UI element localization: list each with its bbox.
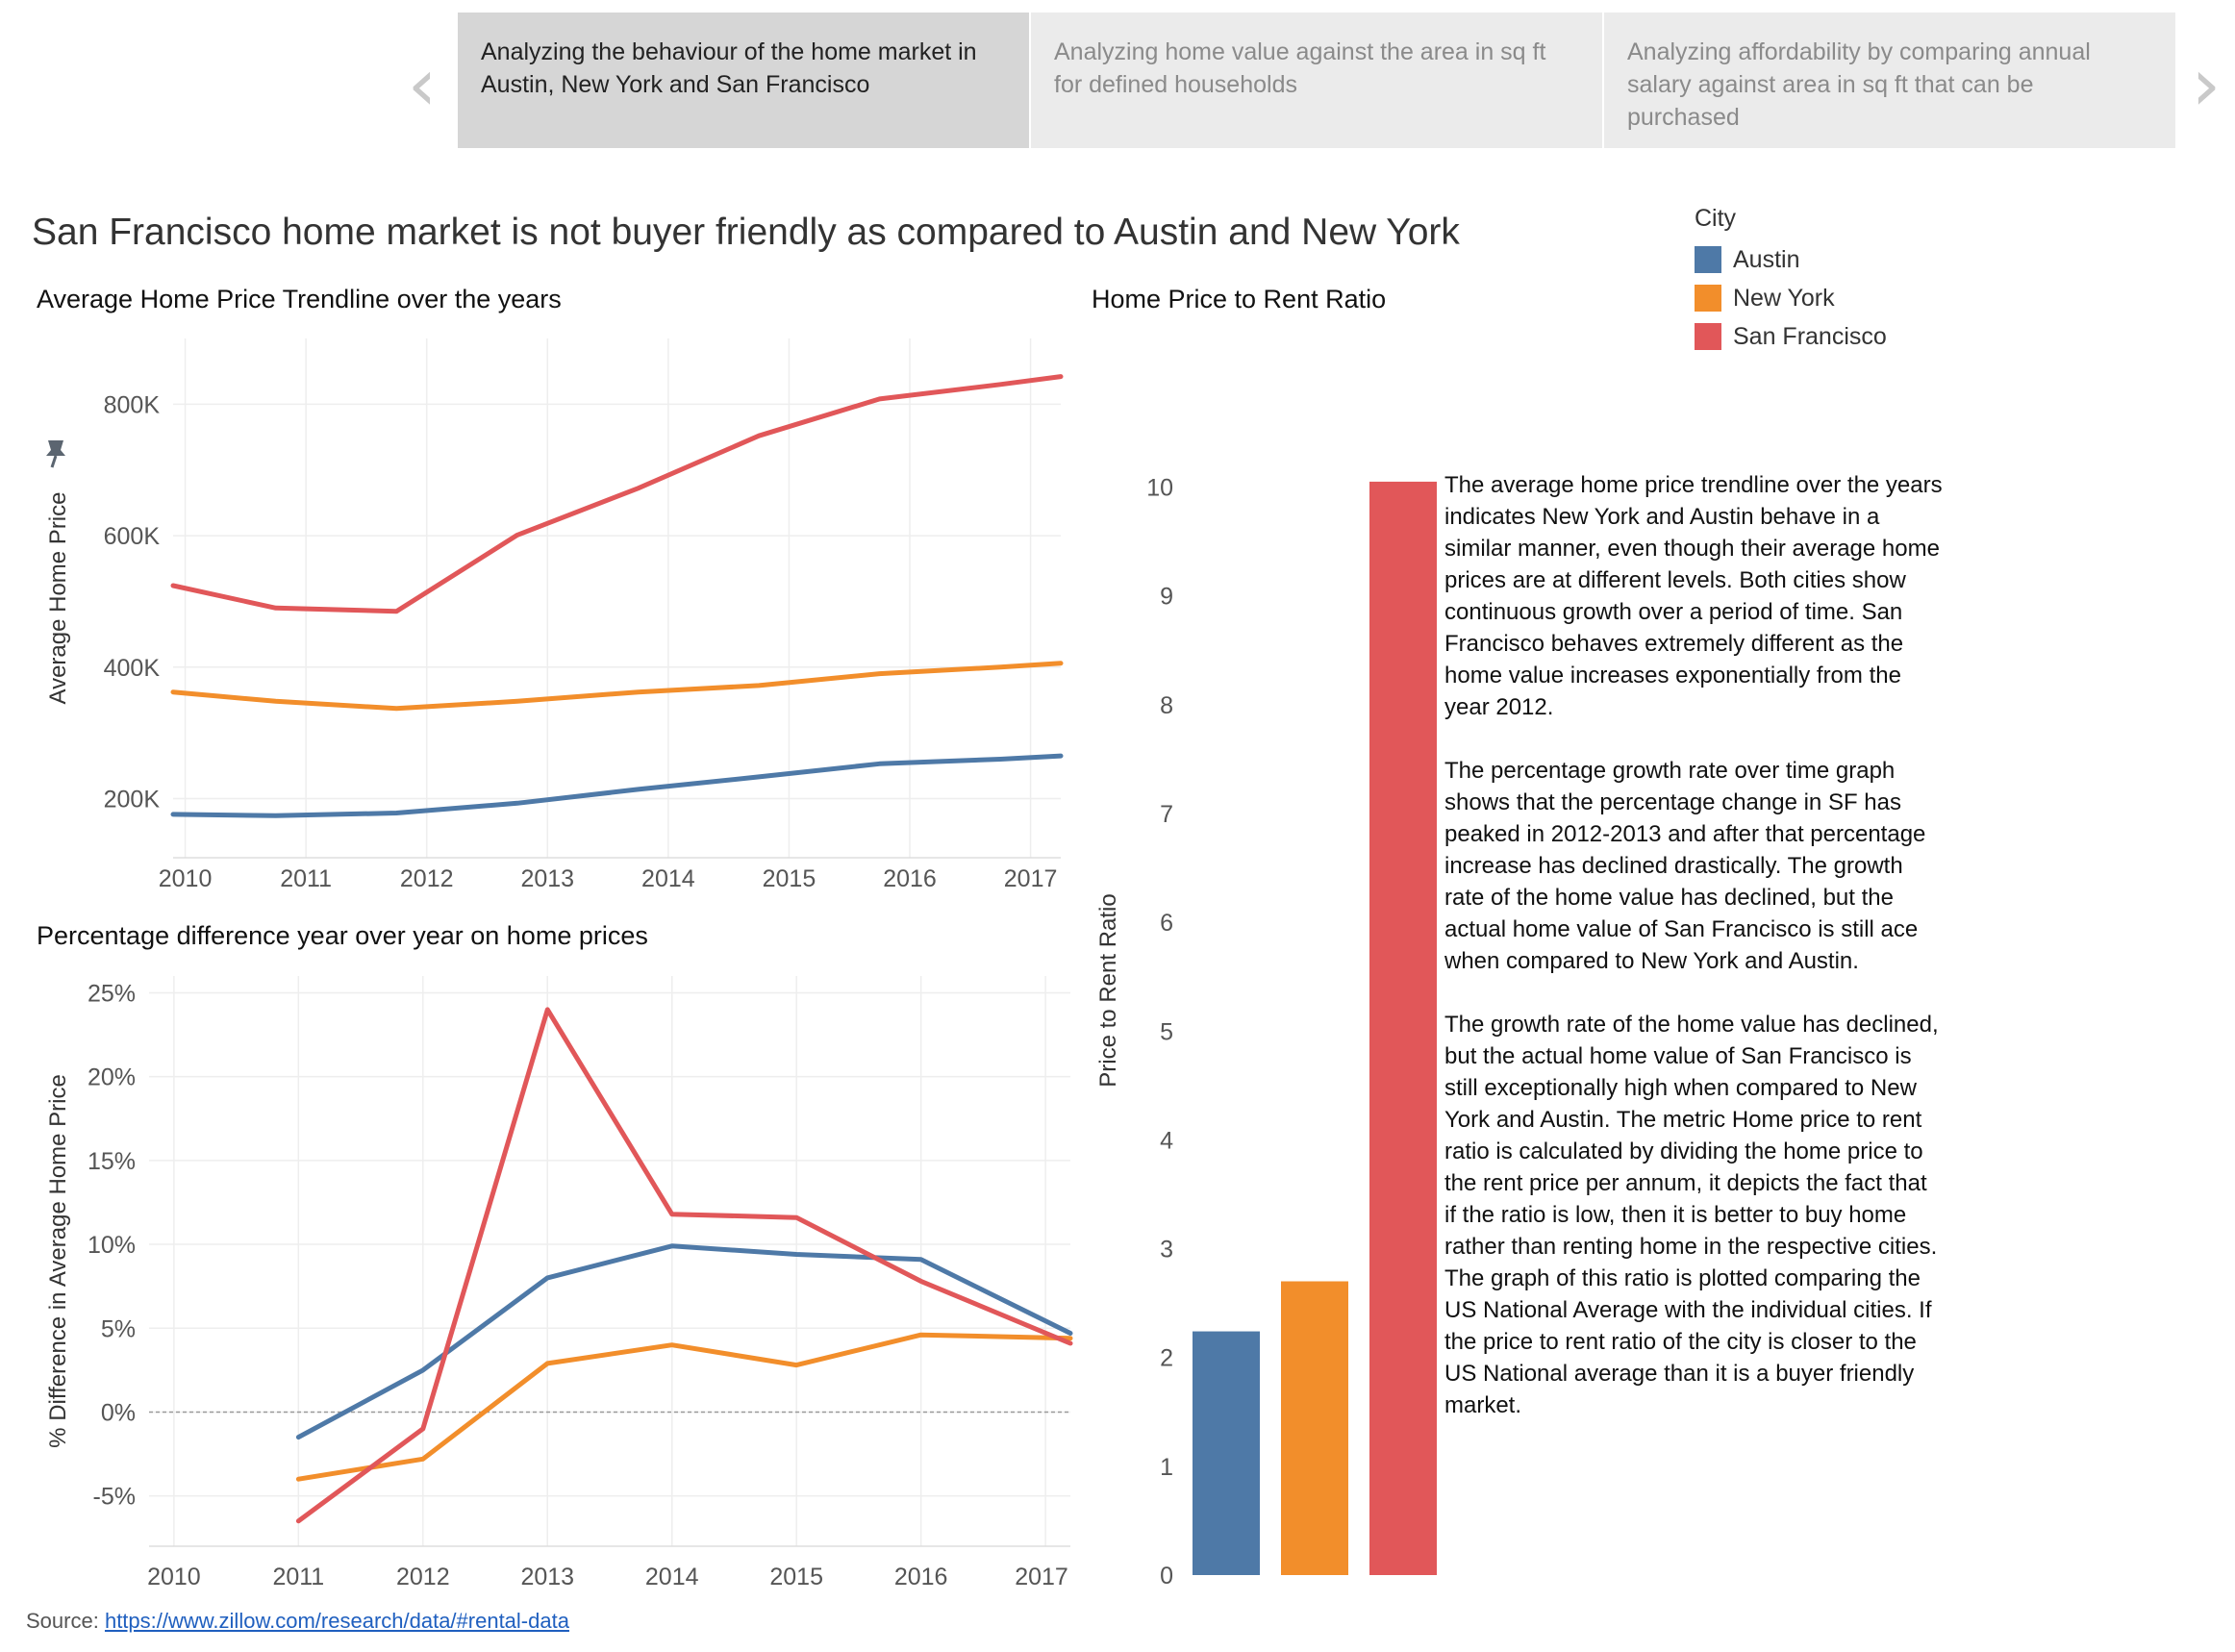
bar-san-francisco: [1369, 481, 1437, 1575]
y-tick-label: 15%: [88, 1148, 136, 1175]
y-tick-label: 400K: [104, 655, 161, 682]
y-tick-label: 3: [1160, 1237, 1173, 1264]
x-tick-label: 2012: [396, 1564, 450, 1590]
y-axis-title: % Difference in Average Home Price: [45, 1074, 71, 1448]
legend-label: San Francisco: [1733, 322, 1887, 350]
source-note: Source: https://www.zillow.com/research/…: [26, 1609, 569, 1634]
x-tick-label: 2015: [769, 1564, 823, 1590]
chart-average-home-price[interactable]: 200K 400K 600K 800K 2010 2011 2012 2013 2014 2015…: [0, 317, 1067, 914]
legend-label: Austin: [1733, 245, 1800, 273]
story-point-label: Analyzing affordability by comparing ann…: [1627, 38, 2091, 131]
story-point-1[interactable]: Analyzing the behaviour of the home mark…: [458, 13, 1029, 148]
y-tick-label: 9: [1160, 584, 1173, 611]
y-axis-title: Average Home Price: [45, 492, 71, 705]
x-tick-label: 2017: [1004, 865, 1058, 892]
series-line-new-york: [295, 1332, 1073, 1482]
y-tick-label: 800K: [104, 391, 161, 418]
legend-swatch: [1695, 323, 1721, 350]
x-tick-label: 2010: [159, 865, 213, 892]
chevron-left-icon: ‹: [407, 41, 438, 127]
series-line-austin: [170, 753, 1064, 818]
y-tick-label: 200K: [104, 786, 161, 813]
y-tick-label: 2: [1160, 1345, 1173, 1372]
source-link[interactable]: https://www.zillow.com/research/data/#re…: [104, 1609, 569, 1633]
story-point-label: Analyzing the behaviour of the home mark…: [481, 38, 977, 98]
series-line-san-francisco: [295, 1007, 1073, 1524]
y-tick-label: 10: [1146, 475, 1173, 502]
x-tick-label: 2014: [641, 865, 695, 892]
legend-item-san-francisco[interactable]: San Francisco: [1695, 317, 1887, 356]
bar-new-york: [1281, 1281, 1348, 1575]
series-line-new-york: [170, 661, 1064, 712]
pin-icon: [46, 440, 65, 468]
next-story-button[interactable]: ›: [2177, 48, 2235, 125]
story-point-label: Analyzing home value against the area in…: [1054, 38, 1546, 98]
x-tick-label: 2012: [400, 865, 454, 892]
y-tick-label: 5: [1160, 1018, 1173, 1045]
source-label: Source:: [26, 1609, 99, 1633]
story-point-3[interactable]: Analyzing affordability by comparing ann…: [1604, 13, 2175, 148]
y-tick-label: 6: [1160, 910, 1173, 937]
story-text: The average home price trendline over th…: [1444, 469, 1945, 1453]
bar-austin: [1193, 1331, 1260, 1575]
x-tick-label: 2015: [763, 865, 816, 892]
legend: City Austin New York San Francisco: [1695, 205, 1887, 356]
y-tick-label: 0%: [101, 1399, 136, 1426]
prev-story-button[interactable]: ‹: [393, 48, 451, 125]
legend-swatch: [1695, 285, 1721, 312]
y-tick-label: 0: [1160, 1563, 1173, 1589]
series-line-austin: [295, 1243, 1073, 1440]
y-axis-title: Price to Rent Ratio: [1095, 893, 1121, 1087]
x-tick-label: 2013: [520, 1564, 574, 1590]
x-tick-label: 2011: [280, 865, 332, 892]
x-tick-label: 2017: [1015, 1564, 1068, 1590]
chart-price-to-rent-ratio[interactable]: 0 1 2 3 4 5 6 7 8 9 10 Price to Rent Ratio: [1077, 317, 1443, 1596]
legend-item-austin[interactable]: Austin: [1695, 240, 1887, 279]
chart-title-pct-diff: Percentage difference year over year on …: [37, 921, 648, 950]
pin-icon-head: [46, 440, 65, 456]
legend-label: New York: [1733, 284, 1835, 312]
y-tick-label: 20%: [88, 1064, 136, 1091]
y-tick-label: 7: [1160, 801, 1173, 828]
x-tick-label: 2014: [645, 1564, 699, 1590]
story-paragraph: The growth rate of the home value has de…: [1444, 1012, 1939, 1418]
story-point-2[interactable]: Analyzing home value against the area in…: [1031, 13, 1602, 148]
y-tick-label: 8: [1160, 692, 1173, 719]
story-paragraph: The average home price trendline over th…: [1444, 472, 1943, 720]
legend-title: City: [1695, 205, 1737, 232]
y-tick-label: 10%: [88, 1232, 136, 1259]
y-tick-label: 4: [1160, 1127, 1173, 1154]
pin-icon-needle: [50, 455, 58, 468]
y-tick-label: 1: [1160, 1454, 1173, 1481]
chart-title-trendline: Average Home Price Trendline over the ye…: [37, 285, 562, 313]
legend-swatch: [1695, 246, 1721, 273]
x-tick-label: 2013: [520, 865, 574, 892]
legend-item-new-york[interactable]: New York: [1695, 279, 1887, 317]
y-tick-label: 5%: [101, 1315, 136, 1342]
chart-title-ratio: Home Price to Rent Ratio: [1092, 285, 1387, 313]
x-tick-label: 2010: [147, 1564, 201, 1590]
series-line-san-francisco: [170, 374, 1064, 614]
y-tick-label: -5%: [93, 1484, 136, 1511]
x-tick-label: 2016: [894, 1564, 948, 1590]
chart-percentage-difference[interactable]: -5% 0% 5% 10% 15% 20% 25% 2010 2011 2012 2013 2014 2…: [0, 962, 1077, 1596]
chevron-right-icon: ›: [2191, 41, 2222, 127]
x-tick-label: 2011: [272, 1564, 324, 1590]
y-tick-label: 25%: [88, 980, 136, 1007]
page-title: San Francisco home market is not buyer f…: [32, 212, 1460, 253]
x-tick-label: 2016: [883, 865, 937, 892]
story-paragraph: The percentage growth rate over time gra…: [1444, 758, 1926, 974]
y-tick-label: 600K: [104, 523, 161, 550]
